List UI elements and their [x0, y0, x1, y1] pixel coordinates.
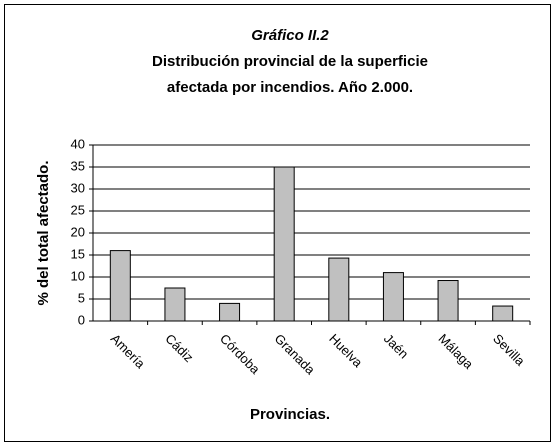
bar	[437, 280, 459, 322]
y-tick-label: 40	[71, 136, 85, 151]
y-tick-label: 0	[78, 312, 85, 327]
y-tick-label: 10	[71, 268, 85, 283]
y-axis-title: % del total afectado.	[35, 160, 52, 305]
bar	[273, 166, 295, 322]
x-axis-title: Provincias.	[250, 406, 330, 423]
bar	[164, 287, 186, 322]
chart-title: Gráfico II.2	[251, 27, 329, 44]
chart-subtitle: afectada por incendios. Año 2.000.	[167, 79, 413, 96]
y-tick-label: 35	[71, 158, 85, 173]
bar	[382, 272, 404, 322]
bar	[109, 250, 131, 322]
y-tick-label: 25	[71, 202, 85, 217]
chart-subtitle: Distribución provincial de la superficie	[152, 53, 428, 70]
y-tick-label: 20	[71, 224, 85, 239]
y-tick-label: 5	[78, 290, 85, 305]
bar	[219, 302, 241, 322]
bar	[492, 305, 514, 322]
y-tick-label: 30	[71, 180, 85, 195]
y-tick-label: 15	[71, 246, 85, 261]
bar	[328, 257, 350, 322]
